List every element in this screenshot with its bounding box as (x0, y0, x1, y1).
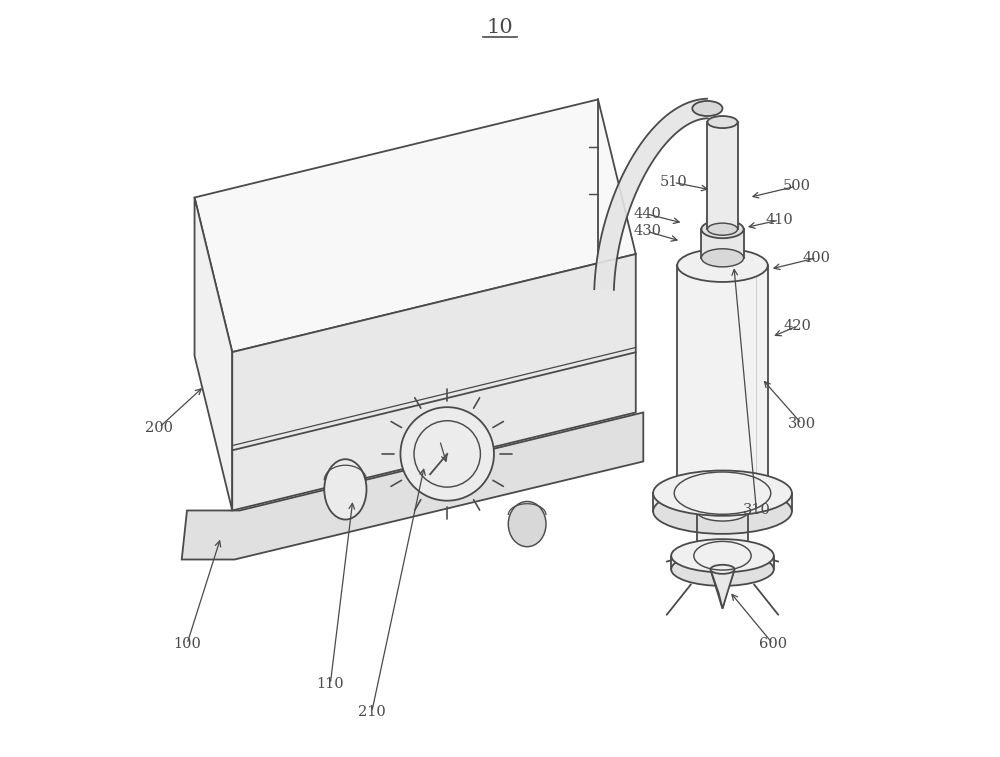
Text: 500: 500 (782, 179, 810, 193)
Text: 400: 400 (803, 251, 831, 265)
Polygon shape (671, 556, 774, 569)
Ellipse shape (677, 472, 768, 504)
Text: 100: 100 (173, 637, 201, 651)
Polygon shape (677, 266, 768, 488)
Polygon shape (697, 511, 748, 553)
Text: 600: 600 (759, 637, 787, 651)
Ellipse shape (671, 539, 774, 572)
Ellipse shape (508, 501, 546, 547)
Ellipse shape (707, 116, 738, 128)
Polygon shape (232, 254, 636, 510)
Text: 300: 300 (788, 417, 816, 431)
Text: 440: 440 (633, 207, 661, 221)
Ellipse shape (697, 501, 748, 521)
Ellipse shape (701, 220, 744, 238)
Ellipse shape (707, 223, 738, 235)
Text: 410: 410 (765, 213, 793, 227)
Ellipse shape (324, 459, 367, 519)
Text: 210: 210 (358, 705, 386, 719)
Ellipse shape (671, 553, 774, 586)
Ellipse shape (653, 488, 792, 534)
Text: 200: 200 (145, 421, 173, 435)
Polygon shape (182, 413, 643, 559)
Text: 310: 310 (742, 503, 770, 518)
Polygon shape (653, 493, 792, 511)
Text: 430: 430 (633, 224, 661, 238)
Polygon shape (710, 569, 735, 609)
Ellipse shape (653, 471, 792, 516)
Text: 420: 420 (784, 319, 812, 333)
Polygon shape (594, 98, 708, 290)
Text: 510: 510 (660, 176, 687, 189)
Circle shape (400, 407, 494, 500)
Ellipse shape (692, 101, 722, 116)
Polygon shape (707, 122, 738, 229)
Ellipse shape (697, 544, 748, 563)
Text: 10: 10 (487, 18, 513, 37)
Ellipse shape (677, 249, 768, 282)
Polygon shape (195, 198, 232, 510)
Polygon shape (710, 569, 735, 609)
Ellipse shape (701, 249, 744, 267)
Ellipse shape (710, 565, 735, 574)
Polygon shape (701, 229, 744, 258)
Text: 110: 110 (316, 677, 344, 691)
Polygon shape (195, 99, 636, 352)
